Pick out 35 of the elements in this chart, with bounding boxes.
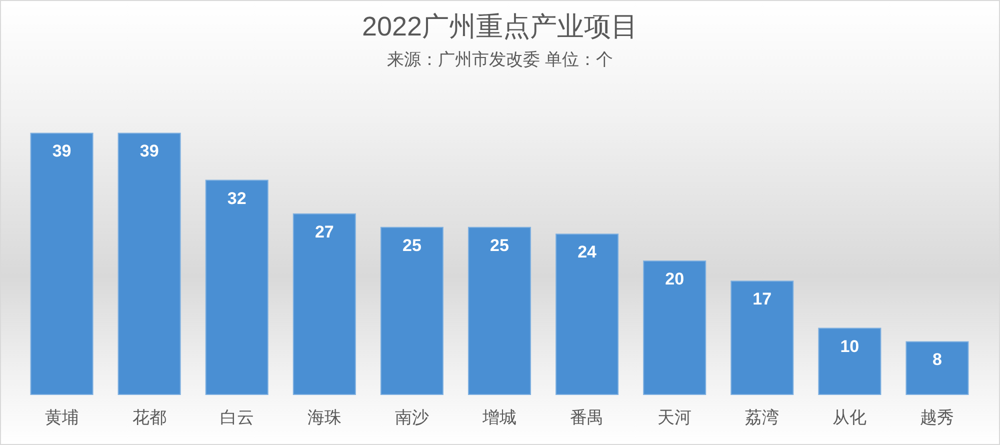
data-label: 10 xyxy=(840,336,860,356)
bar xyxy=(643,260,706,395)
chart-title: 2022广州重点产业项目 xyxy=(362,12,638,42)
x-tick-label: 花都 xyxy=(132,408,166,427)
data-label: 39 xyxy=(52,142,72,161)
chart-subtitle: 来源：广州市发改委 单位：个 xyxy=(387,50,613,69)
data-label: 25 xyxy=(402,236,422,255)
x-tick-label: 从化 xyxy=(832,408,867,427)
x-tick-label: 南沙 xyxy=(394,408,429,427)
bar xyxy=(468,226,532,395)
data-label: 32 xyxy=(227,188,246,208)
x-tick-label: 天河 xyxy=(658,408,692,427)
bar xyxy=(730,280,794,395)
bar xyxy=(818,328,882,395)
bar xyxy=(556,234,619,395)
x-tick-label: 增城 xyxy=(482,408,516,427)
x-tick-label: 越秀 xyxy=(920,408,954,427)
data-label: 39 xyxy=(140,142,159,161)
data-label: 27 xyxy=(314,222,334,242)
bar xyxy=(118,132,181,395)
data-label: 25 xyxy=(490,236,509,255)
bar xyxy=(205,180,268,395)
x-tick-label: 荔湾 xyxy=(745,408,780,427)
x-tick-label: 白云 xyxy=(220,408,254,427)
x-tick-label: 黄埔 xyxy=(44,408,79,427)
data-label: 8 xyxy=(932,350,942,370)
bar xyxy=(30,132,94,395)
data-label: 24 xyxy=(578,242,598,262)
bar xyxy=(380,226,444,395)
x-tick-label: 番禺 xyxy=(570,408,604,427)
bar xyxy=(292,213,356,395)
data-label: 20 xyxy=(665,270,684,288)
data-label: 17 xyxy=(752,290,772,309)
bar xyxy=(906,341,969,395)
x-tick-label: 海珠 xyxy=(307,408,342,427)
